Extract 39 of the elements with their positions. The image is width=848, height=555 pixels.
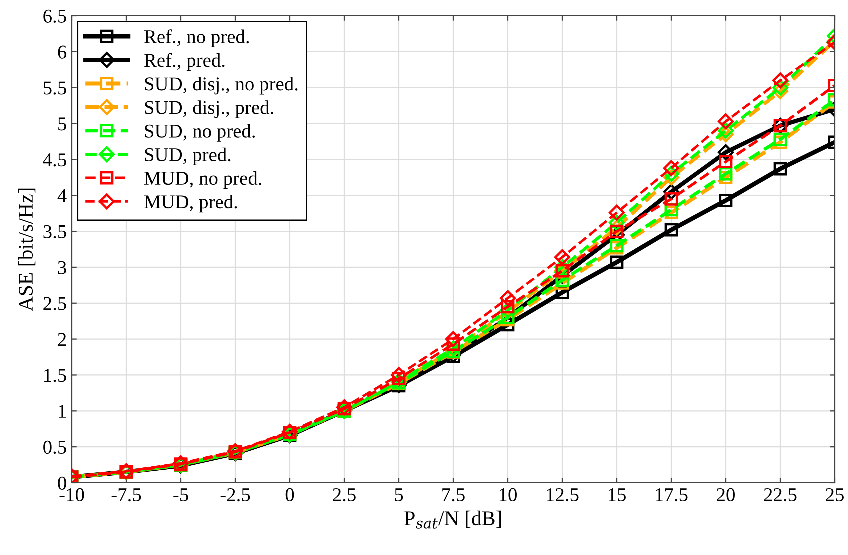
legend-label: SUD, no pred. — [145, 124, 255, 142]
y-tick-label: 4.5 — [43, 154, 66, 167]
legend-label: SUD, pred. — [145, 148, 231, 166]
y-tick-label: 1.5 — [44, 369, 66, 382]
legend-label: MUD, pred. — [144, 194, 238, 213]
y-tick-label: 3.5 — [44, 225, 66, 239]
x-tick-label: 12.5 — [547, 488, 579, 502]
x-axis-title: P$_{sat}$/N [dB] — [404, 510, 502, 529]
legend-label: Ref., no pred. — [144, 30, 250, 48]
x-tick-label: 17.5 — [656, 488, 688, 502]
x-tick-label: 15 — [608, 488, 626, 502]
y-axis-title: ASE [bit/s/Hz] — [18, 188, 36, 312]
y-tick-label: 2.5 — [44, 297, 66, 310]
x-tick-label: 2.5 — [333, 488, 356, 502]
x-tick-label: 22.5 — [764, 488, 797, 502]
y-tick-label: 6.5 — [44, 10, 66, 24]
y-tick-label: 3 — [58, 261, 66, 274]
x-tick-label: 7.5 — [442, 488, 465, 502]
x-tick-label: 25 — [826, 488, 844, 502]
x-tick-label: 10 — [500, 488, 517, 502]
legend-label: MUD, no pred. — [144, 171, 262, 190]
y-tick-label: 6 — [58, 46, 67, 59]
legend-label: SUD, disj., pred. — [145, 100, 274, 118]
x-tick-label: 20 — [717, 488, 735, 502]
y-tick-label: 0.5 — [44, 440, 66, 454]
legend-label: Ref., pred. — [144, 53, 225, 72]
x-tick-label: -10 — [60, 488, 84, 502]
x-tick-label: 0 — [286, 488, 294, 502]
x-tick-label: 5 — [395, 488, 404, 502]
y-tick-label: 5 — [58, 118, 66, 131]
y-tick-label: 4 — [58, 190, 67, 202]
legend-label: SUD, disj., no pred. — [145, 77, 298, 95]
y-tick-label: 2 — [58, 333, 66, 346]
x-tick-label: -2.5 — [220, 488, 250, 502]
y-tick-label: 5.5 — [44, 82, 66, 95]
x-tick-label: -5 — [174, 488, 188, 502]
y-tick-label: 0 — [58, 476, 66, 490]
y-tick-label: 1 — [59, 405, 66, 418]
x-tick-label: -7.5 — [112, 488, 142, 502]
